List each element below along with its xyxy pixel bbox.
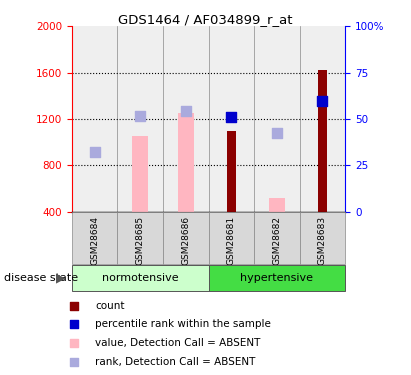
Text: rank, Detection Call = ABSENT: rank, Detection Call = ABSENT bbox=[95, 357, 256, 367]
Text: GSM28685: GSM28685 bbox=[136, 216, 145, 265]
Text: GSM28682: GSM28682 bbox=[272, 216, 282, 265]
Bar bbox=[300, 212, 345, 264]
Text: GSM28681: GSM28681 bbox=[227, 216, 236, 265]
Point bbox=[71, 359, 77, 365]
Bar bbox=[300, 26, 345, 212]
Text: count: count bbox=[95, 301, 125, 310]
Bar bbox=[254, 212, 300, 264]
Text: GSM28683: GSM28683 bbox=[318, 216, 327, 265]
Point bbox=[71, 321, 77, 327]
Point bbox=[91, 148, 98, 154]
Bar bbox=[72, 26, 118, 212]
Bar bbox=[209, 212, 254, 264]
Point bbox=[274, 130, 280, 136]
Bar bbox=[254, 26, 300, 212]
Text: GSM28684: GSM28684 bbox=[90, 216, 99, 265]
Bar bbox=[269, 198, 285, 212]
Bar bbox=[209, 265, 345, 291]
Text: GDS1464 / AF034899_r_at: GDS1464 / AF034899_r_at bbox=[118, 13, 293, 26]
Bar bbox=[72, 265, 209, 291]
Point bbox=[71, 340, 77, 346]
Bar bbox=[72, 212, 118, 264]
Bar bbox=[132, 136, 148, 212]
Text: value, Detection Call = ABSENT: value, Detection Call = ABSENT bbox=[95, 338, 261, 348]
Point bbox=[228, 114, 235, 120]
Text: disease state: disease state bbox=[4, 273, 78, 283]
Bar bbox=[163, 212, 209, 264]
Point bbox=[182, 108, 189, 114]
Point bbox=[71, 303, 77, 309]
Bar bbox=[227, 130, 236, 212]
Bar bbox=[209, 26, 254, 212]
Bar bbox=[163, 26, 209, 212]
Text: normotensive: normotensive bbox=[102, 273, 178, 283]
Point bbox=[319, 98, 326, 104]
Bar bbox=[118, 212, 163, 264]
Bar bbox=[118, 26, 163, 212]
Text: ▶: ▶ bbox=[56, 272, 66, 284]
Bar bbox=[178, 113, 194, 212]
Text: GSM28686: GSM28686 bbox=[181, 216, 190, 265]
Text: percentile rank within the sample: percentile rank within the sample bbox=[95, 320, 271, 329]
Text: hypertensive: hypertensive bbox=[240, 273, 314, 283]
Point bbox=[137, 112, 143, 118]
Bar bbox=[318, 70, 327, 212]
